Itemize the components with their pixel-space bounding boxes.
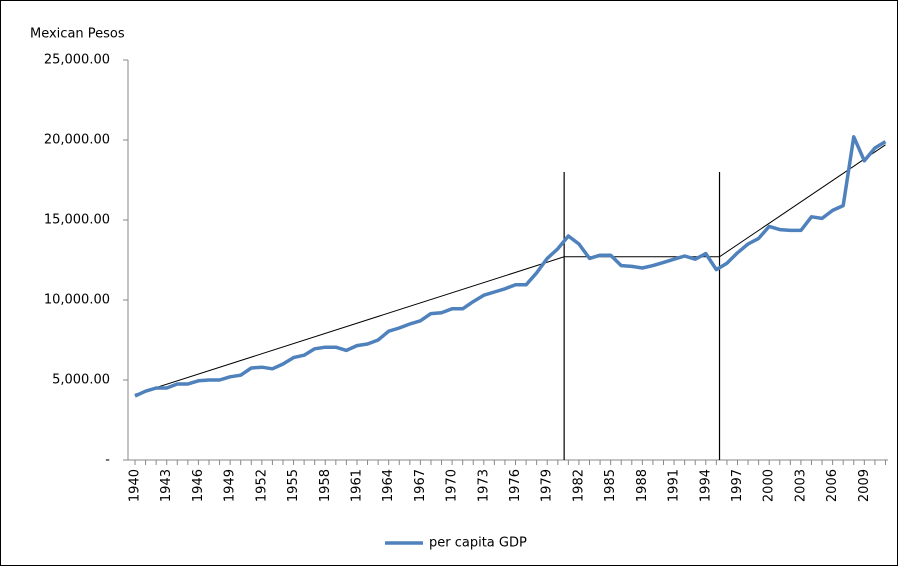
x-tick-label: 1991 [667, 469, 682, 502]
y-tick-label: - [105, 453, 110, 468]
x-tick-label: 1979 [540, 469, 555, 502]
data-line [134, 135, 887, 398]
x-tick-label: 1967 [413, 469, 428, 502]
x-tick-label: 2000 [762, 469, 777, 502]
legend-label: per capita GDP [429, 536, 527, 551]
x-tick-label: 1994 [698, 469, 713, 502]
x-tick-label: 1982 [571, 469, 586, 502]
x-tick-label: 1961 [349, 469, 364, 502]
x-tick-label: 1997 [730, 469, 745, 502]
y-tick-label: 20,000.00 [44, 133, 110, 148]
trend-line [134, 144, 886, 395]
x-tick-label: 1973 [476, 469, 491, 502]
y-tick-label: 15,000.00 [44, 213, 110, 228]
y-tick-label: 5,000.00 [52, 373, 110, 388]
x-tick-label: 1952 [254, 469, 269, 502]
x-tick-label: 1964 [381, 469, 396, 502]
x-tick-label: 1955 [286, 469, 301, 502]
x-tick-label: 1970 [445, 469, 460, 502]
y-tick-label: 25,000.00 [44, 53, 110, 68]
x-tick-label: 2009 [857, 469, 872, 502]
y-tick-label: 10,000.00 [44, 293, 110, 308]
x-tick-label: 2003 [793, 469, 808, 502]
x-tick-label: 1940 [128, 469, 143, 502]
y-axis-label: Mexican Pesos [30, 27, 125, 42]
x-tick-label: 1988 [635, 469, 650, 502]
x-tick-label: 1985 [603, 469, 618, 502]
x-tick-label: 1946 [191, 469, 206, 502]
x-tick-label: 1943 [159, 469, 174, 502]
x-tick-label: 2006 [825, 469, 840, 502]
x-tick-label: 1976 [508, 469, 523, 502]
x-tick-label: 1958 [318, 469, 333, 502]
x-tick-label: 1949 [223, 469, 238, 502]
